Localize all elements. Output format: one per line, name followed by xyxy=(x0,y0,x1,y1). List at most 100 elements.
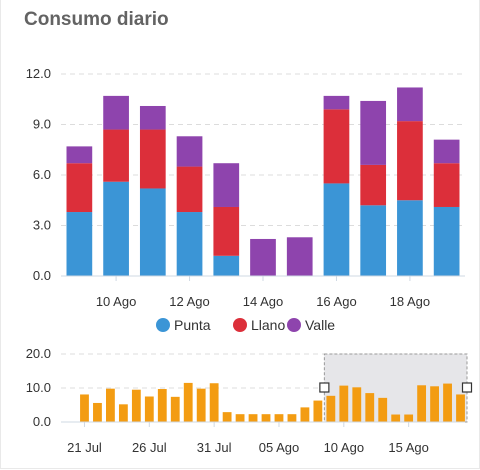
navigator-bar xyxy=(300,407,310,422)
main-x-tick-label: 12 Ago xyxy=(169,294,210,309)
bar-punta[interactable] xyxy=(66,212,93,276)
navigator-x-tick-label: 21 Jul xyxy=(67,440,102,455)
legend[interactable]: Punta Llano Valle xyxy=(156,317,335,333)
navigator-bar xyxy=(80,394,89,422)
navigator-x-axis: 21 Jul 26 Jul 31 Jul 05 Ago 10 Ago 15 Ago xyxy=(67,422,429,455)
bar-valle[interactable] xyxy=(139,105,166,130)
legend-item-valle[interactable]: Valle xyxy=(287,317,335,333)
navigator-bar xyxy=(131,389,141,422)
navigator-x-tick-label: 31 Jul xyxy=(197,440,232,455)
navigator-handle-left[interactable] xyxy=(319,382,330,393)
navigator-y-tick-label: 20.0 xyxy=(26,346,51,361)
navigator-bar xyxy=(209,383,219,422)
navigator-bar xyxy=(378,397,388,422)
navigator-bar xyxy=(196,388,206,422)
main-y-tick-label: 0.0 xyxy=(33,268,51,283)
main-x-tick-label: 10 Ago xyxy=(96,294,137,309)
main-chart: 0.0 3.0 6.0 9.0 12.0 10 Ago 12 Ago 14 Ago 16 Ag… xyxy=(26,66,465,309)
navigator-bar xyxy=(365,393,375,422)
bar-valle[interactable] xyxy=(286,237,313,276)
navigator-bar xyxy=(261,414,271,422)
legend-item-llano[interactable]: Llano xyxy=(233,317,285,333)
legend-label: Valle xyxy=(305,317,335,333)
main-x-tick-label: 16 Ago xyxy=(316,294,357,309)
navigator-chart[interactable]: 0.0 10.0 20.0 21 Jul 26 Jul 31 Jul 05 Ago 10 A… xyxy=(26,346,473,455)
card-title: Consumo diario xyxy=(24,9,169,30)
navigator-bar xyxy=(313,400,323,422)
navigator-bar xyxy=(118,404,128,422)
bar-punta[interactable] xyxy=(433,206,460,276)
navigator-bar xyxy=(443,383,452,422)
legend-label: Llano xyxy=(251,317,285,333)
bar-valle[interactable] xyxy=(397,87,423,122)
bar-valle[interactable] xyxy=(66,146,93,164)
main-x-axis: 10 Ago 12 Ago 14 Ago 16 Ago 18 Ago xyxy=(96,276,430,309)
bar-llano[interactable] xyxy=(176,166,203,213)
legend-item-punta[interactable]: Punta xyxy=(156,317,211,333)
navigator-bar xyxy=(417,385,427,422)
bar-valle[interactable] xyxy=(323,95,350,110)
bar-punta[interactable] xyxy=(323,183,350,276)
navigator-bar xyxy=(287,414,297,422)
navigator-bar xyxy=(339,385,349,422)
navigator-x-tick-label: 15 Ago xyxy=(388,440,429,455)
navigator-bar xyxy=(170,396,180,422)
navigator-bar xyxy=(456,394,465,422)
main-y-axis: 0.0 3.0 6.0 9.0 12.0 xyxy=(26,66,51,283)
main-y-tick-label: 6.0 xyxy=(33,167,51,182)
navigator-bar xyxy=(144,396,154,422)
bar-llano[interactable] xyxy=(323,109,350,184)
bar-valle[interactable] xyxy=(103,95,129,130)
navigator-bar xyxy=(391,414,401,422)
bar-valle[interactable] xyxy=(360,100,387,165)
navigator-bar xyxy=(106,388,115,422)
bar-punta[interactable] xyxy=(360,205,387,276)
main-y-tick-label: 12.0 xyxy=(26,66,51,81)
bar-punta[interactable] xyxy=(397,200,423,276)
legend-marker xyxy=(233,318,247,332)
navigator-handle-right[interactable] xyxy=(461,382,473,393)
navigator-bar xyxy=(183,382,193,422)
navigator-bar xyxy=(222,412,232,422)
navigator-x-tick-label: 10 Ago xyxy=(324,440,365,455)
main-y-tick-label: 9.0 xyxy=(33,117,51,132)
bar-llano[interactable] xyxy=(66,163,93,213)
bar-valle[interactable] xyxy=(213,163,240,207)
navigator-bar xyxy=(430,386,439,422)
navigator-x-tick-label: 26 Jul xyxy=(132,440,167,455)
bar-llano[interactable] xyxy=(139,129,166,189)
bar-punta[interactable] xyxy=(176,212,203,276)
main-x-tick-label: 18 Ago xyxy=(390,294,431,309)
bar-llano[interactable] xyxy=(397,121,423,201)
navigator-bar xyxy=(404,414,414,422)
bar-valle[interactable] xyxy=(433,139,460,164)
main-x-tick-label: 14 Ago xyxy=(243,294,284,309)
navigator-y-tick-label: 10.0 xyxy=(26,380,51,395)
bar-valle[interactable] xyxy=(250,238,276,276)
bar-punta[interactable] xyxy=(139,188,166,276)
navigator-bar xyxy=(157,389,167,422)
navigator-bar xyxy=(274,414,284,422)
navigator-y-axis: 0.0 10.0 20.0 xyxy=(26,346,51,429)
navigator-y-tick-label: 0.0 xyxy=(33,414,51,429)
navigator-bar xyxy=(352,387,362,422)
bar-llano[interactable] xyxy=(103,129,129,182)
bar-llano[interactable] xyxy=(213,206,240,256)
legend-marker xyxy=(156,318,170,332)
bar-llano[interactable] xyxy=(360,164,387,206)
navigator-bar xyxy=(248,414,258,422)
main-bars[interactable] xyxy=(66,87,460,276)
legend-marker xyxy=(287,318,301,332)
bar-llano[interactable] xyxy=(433,163,460,207)
navigator-bar xyxy=(235,414,245,422)
navigator-bar xyxy=(326,395,336,422)
bar-valle[interactable] xyxy=(176,136,203,167)
bar-punta[interactable] xyxy=(213,255,240,276)
bar-punta[interactable] xyxy=(103,181,129,276)
navigator-x-tick-label: 05 Ago xyxy=(259,440,300,455)
navigator-bars xyxy=(80,382,465,422)
main-y-tick-label: 3.0 xyxy=(33,218,51,233)
navigator-bar xyxy=(93,402,102,422)
